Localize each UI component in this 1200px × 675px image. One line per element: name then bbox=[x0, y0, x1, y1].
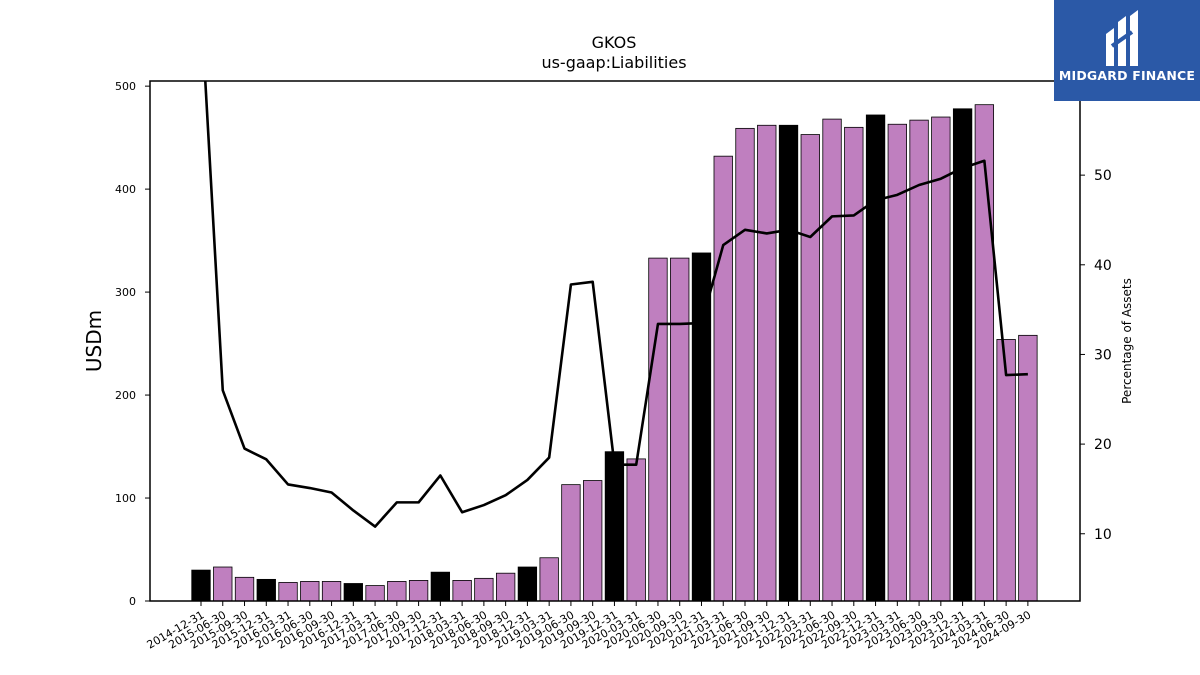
brand-name: MIDGARD FINANCE bbox=[1058, 68, 1196, 83]
bar bbox=[844, 126, 864, 602]
bar bbox=[952, 108, 973, 602]
bar bbox=[757, 124, 777, 602]
bar bbox=[495, 572, 516, 602]
bar bbox=[691, 252, 712, 602]
bar bbox=[365, 585, 385, 602]
bar bbox=[735, 127, 755, 602]
y2-tick-label: 20 bbox=[1094, 437, 1112, 453]
bar bbox=[191, 569, 211, 602]
axes: 010020030040050010203040502014-12-312015… bbox=[115, 80, 1112, 651]
bar bbox=[670, 257, 690, 602]
y-tick-label: 100 bbox=[115, 492, 136, 505]
bar bbox=[996, 339, 1016, 602]
chart-subtitle: us-gaap:Liabilities bbox=[541, 53, 686, 72]
bar bbox=[430, 571, 451, 602]
bar bbox=[278, 582, 298, 602]
y2-tick-label: 50 bbox=[1094, 168, 1112, 184]
percentage-line bbox=[203, 81, 1028, 528]
y2-tick-label: 40 bbox=[1094, 258, 1112, 274]
bar bbox=[604, 451, 625, 602]
bar bbox=[387, 581, 407, 602]
bar bbox=[343, 583, 363, 602]
y2-tick-label: 30 bbox=[1094, 347, 1112, 363]
y-tick-label: 400 bbox=[115, 183, 136, 196]
y2-tick-label: 10 bbox=[1094, 527, 1112, 543]
y-tick-label: 500 bbox=[115, 80, 136, 93]
bar bbox=[256, 578, 276, 602]
plot-frame bbox=[149, 80, 1081, 602]
y-tick-label: 0 bbox=[129, 595, 136, 608]
y-tick-label: 300 bbox=[115, 286, 136, 299]
bar bbox=[865, 114, 886, 602]
bar bbox=[974, 104, 995, 602]
bar bbox=[474, 577, 494, 602]
bar bbox=[626, 458, 646, 602]
brand-logo: MIDGARD FINANCE bbox=[1054, 0, 1200, 101]
bar bbox=[517, 566, 538, 602]
bar bbox=[539, 557, 559, 602]
bar bbox=[213, 566, 233, 602]
bar bbox=[800, 134, 820, 602]
bar bbox=[321, 581, 342, 602]
bar bbox=[583, 480, 603, 602]
bar bbox=[408, 580, 429, 602]
bars bbox=[191, 104, 1038, 602]
bar bbox=[234, 576, 255, 602]
y2-axis-label: Percentage of Assets bbox=[1120, 278, 1134, 404]
bar bbox=[452, 580, 472, 602]
line-layer bbox=[203, 81, 1028, 528]
bar bbox=[909, 119, 929, 602]
y-tick-label: 200 bbox=[115, 389, 136, 402]
bar bbox=[300, 581, 320, 602]
y-axis-label: USDm bbox=[82, 310, 106, 372]
bar bbox=[822, 118, 842, 602]
bar bbox=[778, 124, 799, 602]
bar bbox=[931, 116, 951, 602]
midgard-logo-icon bbox=[1106, 10, 1138, 66]
bar bbox=[561, 484, 581, 602]
chart-title: GKOS bbox=[592, 33, 637, 52]
bar bbox=[713, 155, 733, 602]
bar bbox=[648, 257, 668, 602]
